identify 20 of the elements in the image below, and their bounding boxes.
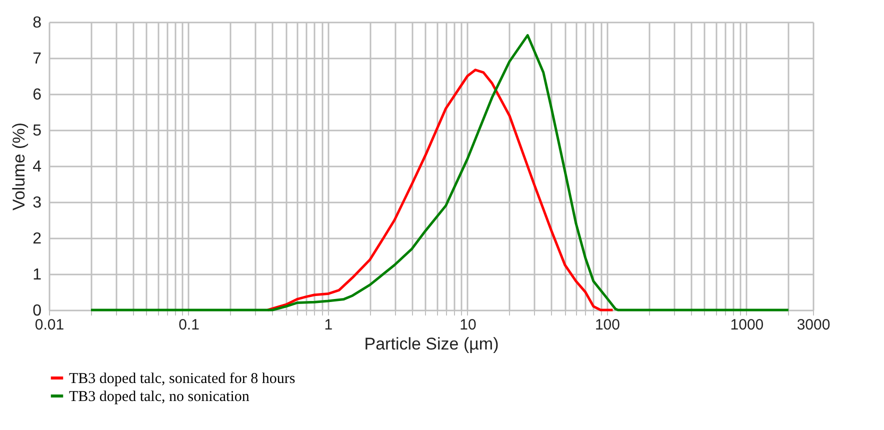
y-tick-label: 4	[32, 158, 42, 176]
x-tick-label: 0.1	[178, 316, 200, 334]
x-tick-label: 100	[594, 316, 620, 334]
y-tick-label: 8	[32, 14, 42, 32]
y-axis-title: Volume (%)	[10, 122, 29, 210]
x-tick-label: 0.01	[34, 316, 64, 334]
y-tick-label: 7	[32, 50, 42, 68]
legend-label: TB3 doped talc, no sonication	[69, 389, 250, 405]
y-tick-label: 1	[32, 266, 42, 284]
y-tick-label: 6	[32, 86, 42, 104]
legend-label: TB3 doped talc, sonicated for 8 hours	[69, 371, 296, 387]
x-tick-label: 1	[324, 316, 333, 334]
x-tick-label: 3000	[796, 316, 830, 334]
x-tick-label: 1000	[730, 316, 764, 334]
y-tick-label: 5	[32, 122, 42, 140]
y-tick-label: 3	[32, 194, 42, 212]
y-tick-label: 2	[32, 230, 42, 248]
x-axis-title: Particle Size (µm)	[364, 334, 499, 354]
y-tick-label: 0	[32, 302, 42, 320]
x-tick-label: 10	[460, 316, 476, 334]
